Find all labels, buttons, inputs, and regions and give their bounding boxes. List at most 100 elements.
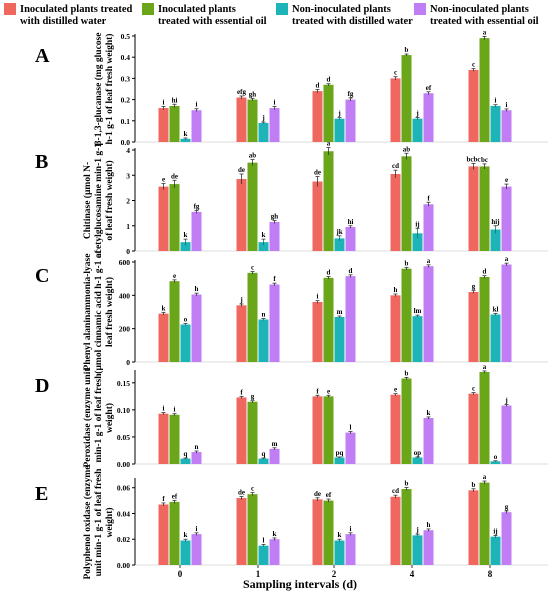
legend-label: Inoculated plants bbox=[158, 4, 236, 15]
bar bbox=[468, 166, 479, 251]
significance-letter: pq bbox=[336, 449, 344, 457]
bar bbox=[423, 266, 434, 362]
bar bbox=[412, 535, 423, 565]
bar bbox=[334, 540, 345, 565]
bar bbox=[412, 457, 423, 464]
x-tick-label: 1 bbox=[256, 569, 261, 579]
x-axis-title: Sampling intervals (d) bbox=[243, 577, 357, 591]
y-axis-title-line: leaf fresh weight) bbox=[104, 277, 115, 347]
y-axis-title: Phenyl alaninammonia-lyase(µmol cinnamic… bbox=[83, 249, 115, 373]
bar bbox=[158, 504, 169, 565]
significance-letter: i bbox=[174, 406, 176, 414]
bar bbox=[180, 138, 191, 142]
significance-letter: h bbox=[394, 286, 398, 294]
bar bbox=[468, 490, 479, 565]
bar bbox=[323, 84, 334, 142]
bar bbox=[247, 162, 258, 251]
significance-letter: de bbox=[171, 172, 178, 180]
bar bbox=[269, 108, 280, 142]
y-axis-title: Polyphenol oxidase (enzymeunit min-1 g-1… bbox=[82, 466, 115, 580]
bar bbox=[180, 242, 191, 251]
panel-B: B Chitinase (µmol N-acetylglucosamine min… bbox=[35, 139, 548, 258]
bar bbox=[468, 393, 479, 464]
panel-label: B bbox=[35, 151, 48, 173]
significance-letter: de bbox=[238, 166, 245, 174]
significance-letter: h bbox=[427, 521, 431, 529]
y-axis-title-line: Phenyl alaninammonia-lyase bbox=[83, 254, 93, 371]
bar bbox=[401, 378, 412, 464]
y-tick-label: 400 bbox=[119, 291, 131, 300]
panel-label: C bbox=[35, 265, 49, 287]
legend-swatch bbox=[142, 3, 154, 15]
bar bbox=[191, 534, 202, 565]
significance-letter: f bbox=[427, 194, 430, 202]
bar bbox=[334, 118, 345, 142]
significance-letter: b bbox=[405, 46, 409, 54]
significance-letter: c bbox=[472, 61, 475, 69]
y-tick-label: 0.1 bbox=[121, 117, 131, 126]
y-axis-title-line: Peroxidase (enzyme unit bbox=[82, 368, 93, 468]
bar bbox=[323, 500, 334, 565]
legend-label: Non-inoculated plants bbox=[292, 4, 391, 15]
panel-C: C Phenyl alaninammonia-lyase(µmol cinnami… bbox=[35, 249, 548, 374]
significance-letter: d bbox=[327, 76, 331, 84]
panel-D: D Peroxidase (enzyme unitmin-1 g-1 of lea… bbox=[35, 363, 548, 469]
bar bbox=[390, 394, 401, 464]
significance-letter: e bbox=[327, 387, 330, 395]
significance-letter: j bbox=[337, 110, 340, 118]
significance-letter: de bbox=[314, 169, 321, 177]
y-axis-title: β-1,3-glucanase (mg glucoseh-1 g-1 of le… bbox=[93, 33, 115, 146]
significance-letter: m bbox=[272, 440, 278, 448]
y-tick-label: 0.05 bbox=[117, 433, 130, 442]
bar bbox=[423, 530, 434, 565]
significance-letter: j bbox=[504, 396, 507, 404]
significance-letter: j bbox=[415, 109, 418, 117]
y-axis-title-line: acetylglucosamine min-1 g-1 bbox=[94, 143, 104, 258]
legend-swatch bbox=[4, 3, 16, 15]
significance-letter: i bbox=[163, 98, 165, 106]
y-tick-label: 0 bbox=[126, 247, 130, 256]
x-tick-label: 2 bbox=[332, 569, 337, 579]
bar bbox=[345, 227, 356, 251]
bar bbox=[334, 238, 345, 251]
bar bbox=[412, 316, 423, 362]
bar bbox=[158, 186, 169, 251]
bar bbox=[390, 496, 401, 565]
significance-letter: m bbox=[337, 308, 343, 316]
significance-letter: g bbox=[251, 393, 255, 401]
bar bbox=[269, 221, 280, 251]
significance-letter: i bbox=[350, 525, 352, 533]
significance-letter: c bbox=[251, 264, 254, 272]
bar bbox=[479, 38, 490, 143]
bar bbox=[490, 105, 501, 142]
significance-letter: g bbox=[505, 503, 509, 511]
y-tick-label: 2 bbox=[126, 197, 130, 206]
bar bbox=[312, 396, 323, 464]
significance-letter: d bbox=[316, 81, 320, 89]
significance-letter: k bbox=[338, 531, 342, 539]
significance-letter: c bbox=[472, 385, 475, 393]
bar bbox=[401, 489, 412, 565]
significance-letter: gh bbox=[271, 212, 279, 220]
significance-letter: b bbox=[405, 479, 409, 487]
bar bbox=[490, 314, 501, 362]
significance-letter: hij bbox=[491, 218, 499, 226]
significance-letter: c bbox=[394, 69, 397, 77]
bar bbox=[191, 294, 202, 362]
y-axis-title: Peroxidase (enzyme unitmin-1 g-1 of leaf… bbox=[82, 368, 115, 468]
significance-letter: k bbox=[162, 304, 166, 312]
legend-label: treated with essential oil bbox=[158, 16, 267, 27]
significance-letter: ab bbox=[249, 152, 257, 160]
bar bbox=[412, 233, 423, 251]
significance-letter: kl bbox=[493, 306, 499, 314]
significance-letter: h bbox=[195, 285, 199, 293]
bar bbox=[334, 317, 345, 362]
y-tick-label: 4 bbox=[126, 146, 130, 155]
significance-letter: i bbox=[317, 293, 319, 301]
significance-letter: d bbox=[327, 269, 331, 277]
significance-letter: lm bbox=[414, 307, 422, 315]
significance-letter: g bbox=[472, 283, 476, 291]
legend-label: with distilled water bbox=[20, 16, 107, 27]
bar bbox=[236, 97, 247, 142]
